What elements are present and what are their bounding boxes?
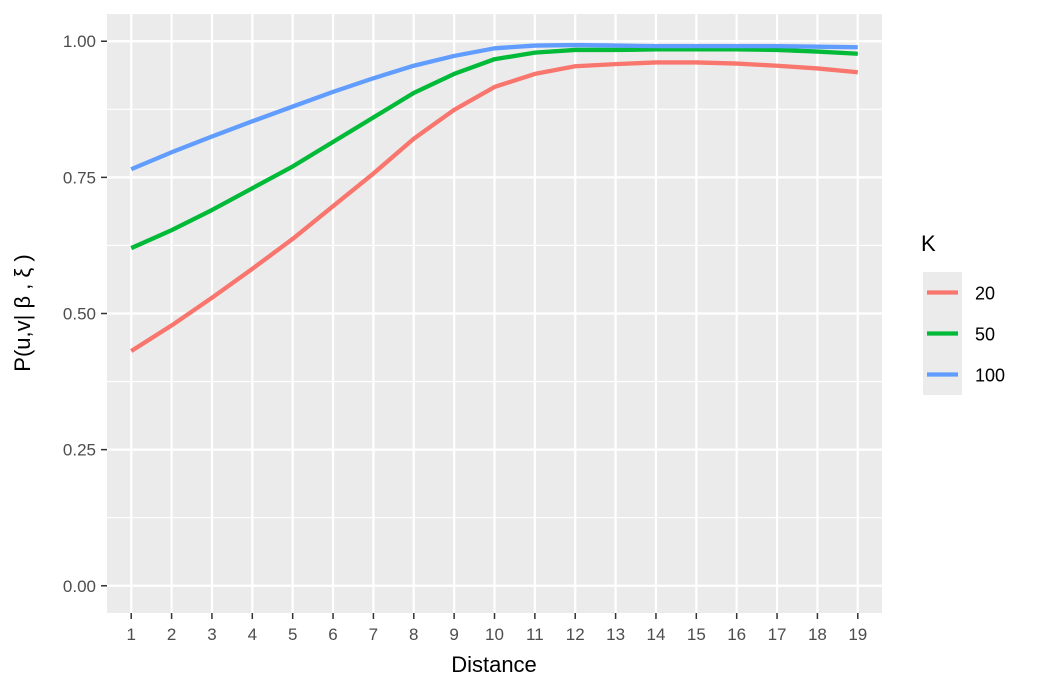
y-tick-label: 1.00 — [63, 32, 96, 51]
x-tick-label: 14 — [646, 625, 665, 644]
series-line-k20 — [130, 60, 858, 353]
y-tick-label: 0.00 — [63, 577, 96, 596]
y-tick-label: 0.50 — [63, 305, 96, 324]
x-tick-label: 13 — [606, 625, 625, 644]
x-tick-label: 15 — [687, 625, 706, 644]
legend-label-k50: 50 — [975, 325, 995, 345]
x-tick-label: 18 — [808, 625, 827, 644]
y-tick-label: 0.75 — [63, 168, 96, 187]
series-lines — [130, 42, 858, 353]
series-line-k100 — [130, 42, 858, 172]
y-axis-title: P(u,v| β , ξ ) — [10, 254, 35, 371]
x-tick-label: 19 — [848, 625, 867, 644]
y-tick-label: 0.25 — [63, 441, 96, 460]
legend-label-k20: 20 — [975, 284, 995, 304]
x-tick-label: 7 — [369, 625, 378, 644]
x-tick-label: 6 — [328, 625, 337, 644]
x-tick-label: 10 — [485, 625, 504, 644]
x-tick-label: 1 — [126, 625, 135, 644]
x-tick-label: 4 — [248, 625, 257, 644]
x-tick-label: 3 — [207, 625, 216, 644]
x-axis: 1 2 3 4 5 6 7 8 9 10 11 12 13 14 15 16 17 18 19 — [126, 613, 867, 644]
x-tick-label: 12 — [566, 625, 585, 644]
legend-label-k100: 100 — [975, 366, 1005, 386]
y-axis: 0.00 0.25 0.50 0.75 1.00 — [63, 32, 107, 596]
major-gridlines — [107, 14, 882, 613]
legend-title: K — [921, 231, 936, 256]
x-tick-label: 16 — [727, 625, 746, 644]
legend-keys: 20 50 100 — [923, 272, 1005, 395]
legend: K 20 50 100 — [921, 231, 1005, 395]
x-tick-label: 5 — [288, 625, 297, 644]
x-tick-label: 9 — [449, 625, 458, 644]
x-tick-label: 17 — [768, 625, 787, 644]
x-tick-label: 11 — [526, 625, 544, 644]
x-tick-label: 8 — [409, 625, 418, 644]
x-tick-label: 2 — [167, 625, 176, 644]
series-line-k50 — [130, 47, 858, 251]
x-axis-title: Distance — [451, 652, 537, 677]
